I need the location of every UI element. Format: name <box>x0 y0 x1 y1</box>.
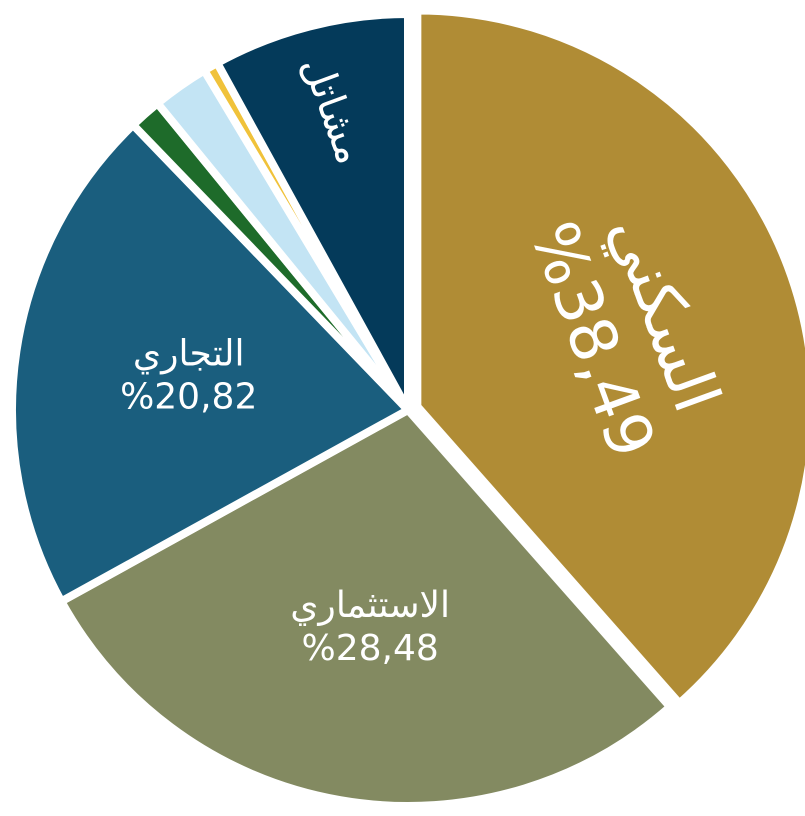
slice-category: التجاري <box>133 333 245 374</box>
slice-value-label: %20,82 <box>120 377 257 418</box>
slice-label: الاستثماري%28,48 <box>290 585 450 669</box>
pie-slice <box>413 6 805 708</box>
slice-value-label: %28,48 <box>302 628 439 669</box>
pie-slice <box>213 10 412 414</box>
pie-slice <box>57 406 675 810</box>
slice-label: التجاري%20,82 <box>120 333 257 417</box>
pie-slice <box>8 120 412 606</box>
slice-category: الاستثماري <box>290 585 450 626</box>
